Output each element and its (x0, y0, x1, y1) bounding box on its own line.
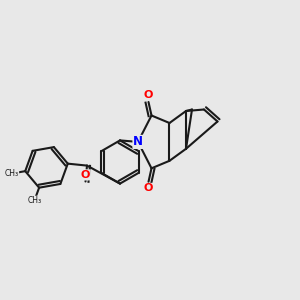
Text: O: O (81, 170, 90, 180)
Text: N: N (133, 135, 143, 148)
Text: CH₃: CH₃ (5, 169, 19, 178)
Text: CH₃: CH₃ (27, 196, 42, 205)
Text: O: O (144, 183, 153, 194)
Text: O: O (144, 90, 153, 100)
